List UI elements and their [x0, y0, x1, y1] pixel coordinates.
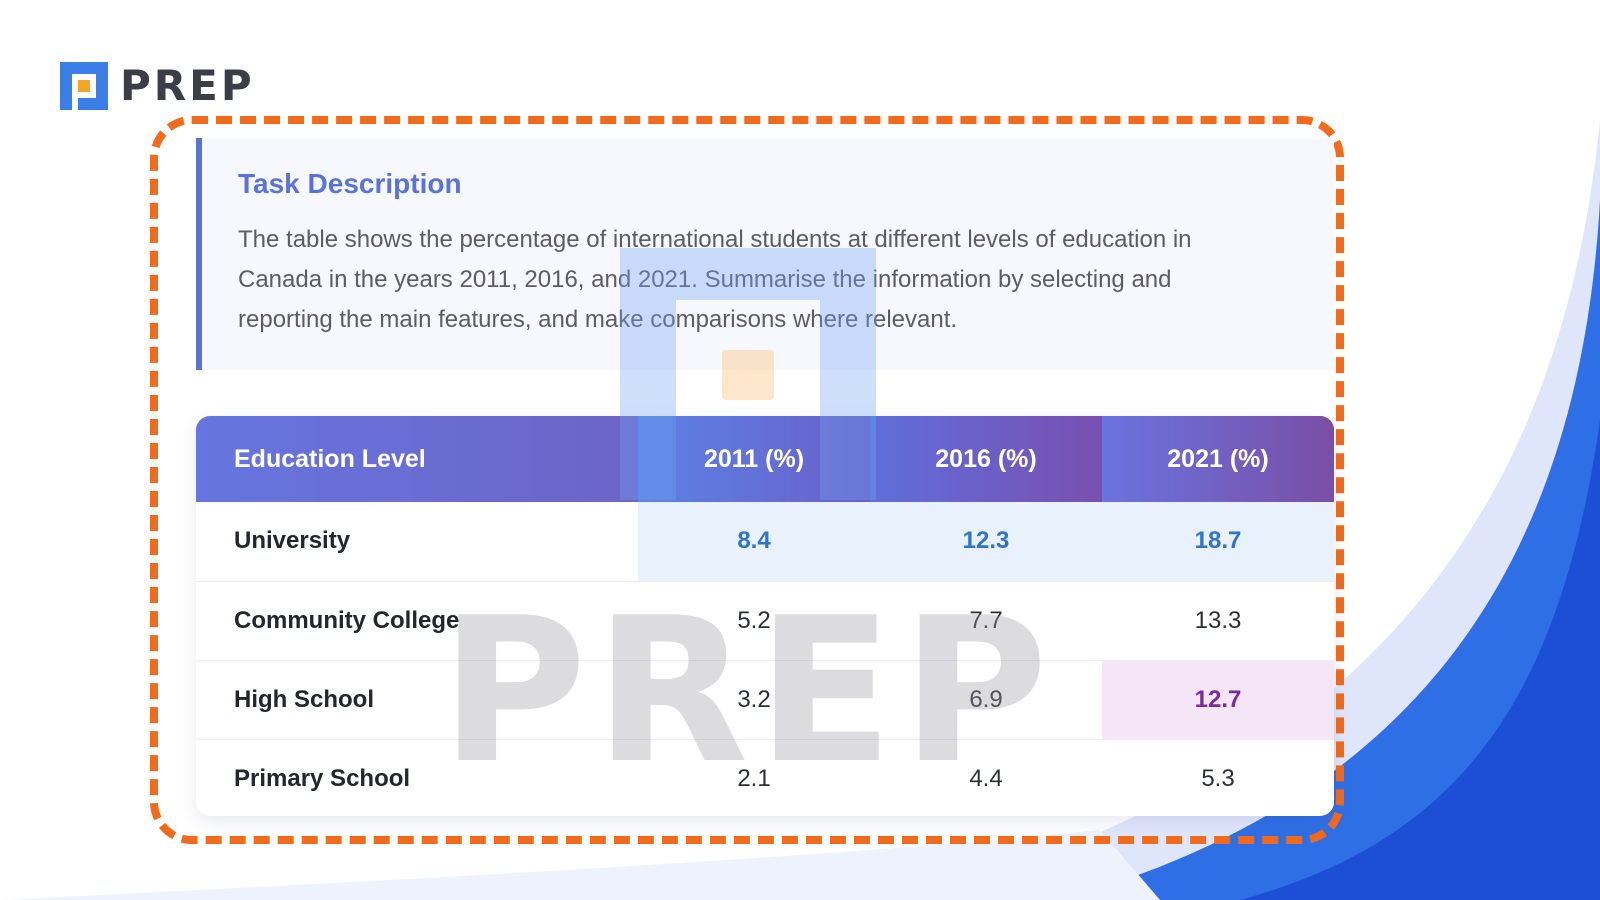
task-body: The table shows the percentage of intern… [238, 226, 1192, 333]
cell-value: 4.4 [969, 764, 1003, 792]
prep-logo[interactable]: PREP [58, 60, 255, 112]
cell-value: 5.2 [737, 606, 771, 634]
table-row: Community College 5.2 7.7 13.3 [196, 581, 1334, 660]
table-row: University 8.4 12.3 18.7 [196, 502, 1334, 581]
cell-value: 6.9 [969, 685, 1003, 713]
table-row: Primary School 2.1 4.4 5.3 [196, 739, 1334, 816]
cell-value: 5.3 [1201, 764, 1235, 792]
cell-value: 2.1 [737, 764, 771, 792]
header-2016: 2016 (%) [870, 416, 1102, 502]
cell-value: 18.7 [1102, 502, 1334, 581]
task-description-panel: Task Description The table shows the per… [196, 138, 1334, 370]
cell-value: 3.2 [737, 685, 771, 713]
logo-text: PREP [120, 61, 255, 110]
row-label: Primary School [234, 764, 411, 792]
cell-value: 12.3 [870, 502, 1102, 581]
row-label: University [234, 527, 351, 555]
data-table: Education Level 2011 (%) 2016 (%) 2021 (… [196, 416, 1334, 816]
task-title: Task Description [238, 168, 462, 199]
table-row: High School 3.2 6.9 12.7 [196, 660, 1334, 739]
cell-value: 7.7 [969, 606, 1003, 634]
cell-value: 12.7 [1102, 660, 1334, 739]
table-header-row: Education Level 2011 (%) 2016 (%) 2021 (… [196, 416, 1334, 502]
highlight-frame [150, 116, 1344, 844]
cell-value: 13.3 [1194, 606, 1242, 634]
cell-value: 8.4 [638, 502, 870, 581]
prep-logo-icon [60, 62, 108, 110]
row-label: Community College [234, 606, 460, 634]
row-label: High School [234, 685, 374, 713]
header-2011: 2011 (%) [638, 416, 870, 502]
header-2021: 2021 (%) [1102, 416, 1334, 502]
header-education-level: Education Level [234, 444, 426, 473]
